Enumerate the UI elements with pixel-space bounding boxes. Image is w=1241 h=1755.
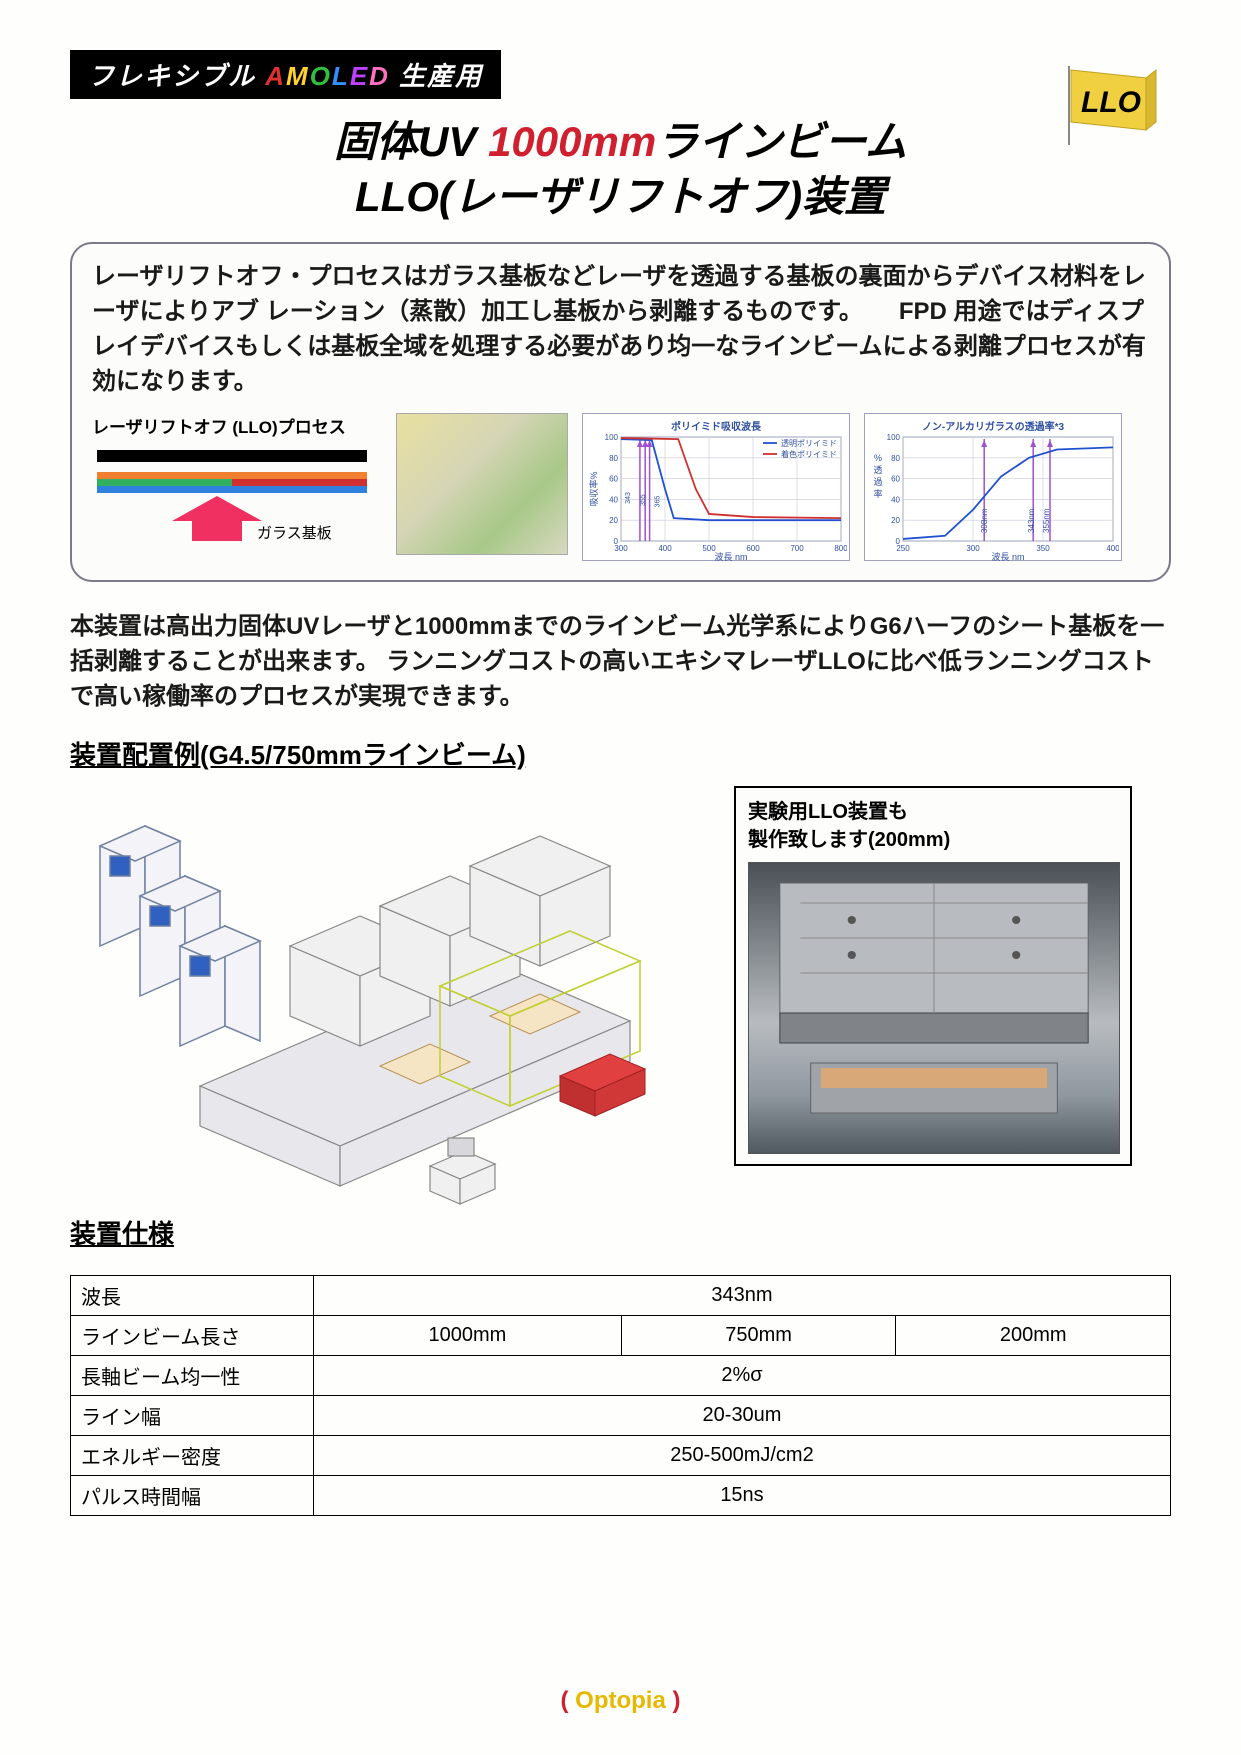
svg-text:%: % <box>874 453 882 463</box>
equipment-isometric <box>70 786 710 1206</box>
spec-title: 装置仕様 <box>70 1214 1171 1251</box>
table-row: ラインビーム長さ1000mm750mm200mm <box>71 1315 1171 1355</box>
svg-text:300: 300 <box>966 544 980 553</box>
svg-text:80: 80 <box>609 454 618 463</box>
svg-text:365: 365 <box>655 496 662 508</box>
svg-text:355nm: 355nm <box>1042 509 1051 534</box>
spec-value: 750mm <box>621 1315 896 1355</box>
svg-text:250: 250 <box>896 544 910 553</box>
svg-text:20: 20 <box>891 517 900 526</box>
svg-text:400: 400 <box>658 544 672 553</box>
amoled-A: A <box>265 61 286 91</box>
chart2-title: ノン-アルカリガラスの透過率*3 <box>869 418 1117 433</box>
spec-value: 250-500mJ/cm2 <box>314 1435 1171 1475</box>
title-1a: 固体UV <box>334 118 488 165</box>
title-2: LLO(レーザリフトオフ)装置 <box>70 170 1171 225</box>
footer-open: ( <box>561 1687 569 1714</box>
footer-brand: ( Optopia ) <box>0 1687 1241 1715</box>
sample-photo <box>396 413 568 555</box>
svg-text:600: 600 <box>746 544 760 553</box>
banner-prefix: フレキシブル <box>88 61 265 91</box>
chart1-title: ポリイミド吸収波長 <box>587 418 845 433</box>
svg-text:800: 800 <box>834 544 847 553</box>
badge-text: LLO <box>1081 86 1141 119</box>
banner-suffix: 生産用 <box>390 61 483 91</box>
spec-value: 200mm <box>896 1315 1171 1355</box>
amoled-E: E <box>350 61 369 91</box>
svg-text:率: 率 <box>873 488 882 499</box>
spec-value: 2%σ <box>314 1355 1171 1395</box>
llo-process-diagram: レーザリフトオフ (LLO)プロセス ガラス基板 <box>92 413 382 566</box>
svg-text:波長 nm: 波長 nm <box>714 551 747 562</box>
glass-label: ガラス基板 <box>257 524 332 542</box>
svg-text:343nm: 343nm <box>1027 509 1036 534</box>
spec-label: ラインビーム長さ <box>71 1315 314 1355</box>
amoled-M: M <box>286 61 310 91</box>
spec-label: パルス時間幅 <box>71 1475 314 1515</box>
polyimide-absorption-chart: ポリイミド吸収波長 020406080100300400500600700800… <box>582 413 850 561</box>
svg-text:20: 20 <box>609 517 618 526</box>
sidebox-line2: 製作致します(200mm) <box>748 829 950 851</box>
spec-value: 20-30um <box>314 1395 1171 1435</box>
table-row: ライン幅20-30um <box>71 1395 1171 1435</box>
spec-label: 長軸ビーム均一性 <box>71 1355 314 1395</box>
glass-transmittance-chart: ノン-アルカリガラスの透過率*3 02040608010025030035040… <box>864 413 1122 561</box>
svg-text:着色ポリイミド: 着色ポリイミド <box>781 449 837 459</box>
spec-value: 1000mm <box>314 1315 622 1355</box>
svg-text:吸収率%: 吸収率% <box>588 472 599 507</box>
svg-text:40: 40 <box>891 496 900 505</box>
svg-text:40: 40 <box>609 496 618 505</box>
svg-text:400: 400 <box>1106 544 1119 553</box>
amoled-L: L <box>332 61 350 91</box>
spec-label: 波長 <box>71 1275 314 1315</box>
spec-label: ライン幅 <box>71 1395 314 1435</box>
table-row: 長軸ビーム均一性2%σ <box>71 1355 1171 1395</box>
amoled-D: D <box>369 61 390 91</box>
description-text: レーザリフトオフ・プロセスはガラス基板などレーザを透過する基板の裏面からデバイス… <box>92 260 1149 399</box>
experimental-photo <box>748 862 1120 1154</box>
process-title: レーザリフトオフ (LLO)プロセス <box>92 413 382 438</box>
footer-close: ) <box>673 1687 681 1714</box>
svg-text:透明ポリイミド: 透明ポリイミド <box>781 439 837 448</box>
svg-text:350: 350 <box>1036 544 1050 553</box>
table-row: エネルギー密度250-500mJ/cm2 <box>71 1435 1171 1475</box>
header-banner: フレキシブル AMOLED 生産用 <box>70 50 501 99</box>
description-box: レーザリフトオフ・プロセスはガラス基板などレーザを透過する基板の裏面からデバイス… <box>70 242 1171 582</box>
amoled-O: O <box>310 61 332 91</box>
sidebox-line1: 実験用LLO装置も <box>748 801 908 823</box>
svg-text:100: 100 <box>887 433 901 442</box>
svg-text:透: 透 <box>873 465 882 475</box>
title-1-red: 1000mm <box>488 118 656 165</box>
table-row: パルス時間幅15ns <box>71 1475 1171 1515</box>
svg-text:300: 300 <box>614 544 628 553</box>
svg-text:700: 700 <box>790 544 804 553</box>
llo-badge: LLO <box>1051 60 1161 155</box>
spec-value: 343nm <box>314 1275 1171 1315</box>
svg-text:60: 60 <box>609 475 618 484</box>
svg-text:過: 過 <box>873 477 882 487</box>
svg-text:波長 nm: 波長 nm <box>991 551 1024 562</box>
footer-text: Optopia <box>569 1687 673 1714</box>
svg-text:60: 60 <box>891 475 900 484</box>
title-1b: ラインビーム <box>656 118 907 165</box>
svg-text:100: 100 <box>605 433 619 442</box>
spec-label: エネルギー密度 <box>71 1435 314 1475</box>
layout-title: 装置配置例(G4.5/750mmラインビーム) <box>70 735 1171 772</box>
svg-text:308nm: 308nm <box>980 509 989 534</box>
body-paragraph: 本装置は高出力固体UVレーザと1000mmまでのラインビーム光学系によりG6ハー… <box>70 610 1171 714</box>
title-block: 固体UV 1000mmラインビーム LLO(レーザリフトオフ)装置 <box>70 115 1171 224</box>
experimental-llo-box: 実験用LLO装置も 製作致します(200mm) <box>734 786 1132 1166</box>
spec-table: 波長343nmラインビーム長さ1000mm750mm200mm長軸ビーム均一性2… <box>70 1275 1171 1516</box>
svg-text:80: 80 <box>891 454 900 463</box>
spec-value: 15ns <box>314 1475 1171 1515</box>
table-row: 波長343nm <box>71 1275 1171 1315</box>
svg-text:343: 343 <box>625 492 632 504</box>
svg-text:355: 355 <box>640 495 647 507</box>
